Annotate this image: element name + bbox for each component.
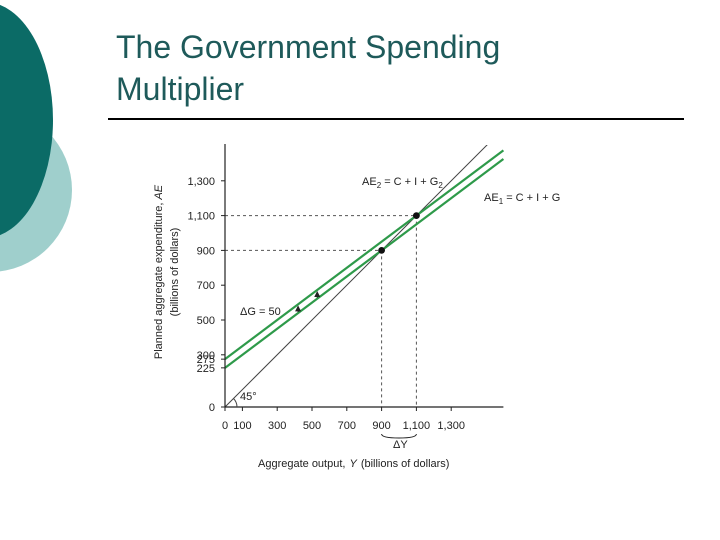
x-tick-label: 0 [222,420,228,432]
y-axis-label-prefix: Planned aggregate expenditure, [153,203,165,360]
angle-45-arc [233,398,238,408]
line-45-degree [225,145,488,407]
ae2-sub: 2 [377,181,382,190]
ae1-eq: = C + I + G [503,192,560,204]
delta-y-bracket [381,433,417,439]
ae2-label: AE2 = C + I + G2 [362,176,443,190]
equilibrium-point-1 [378,247,385,254]
y-tick-label: 0 [209,402,215,414]
ae1-line [225,158,505,369]
delta-y-symbol: Δ [393,439,401,451]
delta-y-label: ΔY [393,439,408,451]
y-tick-label: 700 [197,280,215,292]
tick-labels: 0 100 300 500 700 900 1,100 1,30002252753005007… [187,176,464,432]
y-tick-label: 900 [197,245,215,257]
x-tick-label: 700 [338,420,356,432]
ae1-sub: 1 [499,197,504,206]
decorative-circles [0,4,72,272]
ae1-main: AE [484,192,499,204]
delta-g-label: ΔG = 50 [240,306,281,318]
series-layer [225,145,505,407]
y-axis-label-var: AE [153,184,165,200]
title-line-1: The Government Spending [116,29,501,65]
y-tick-label: 1,100 [187,211,215,223]
ae2-eq: = C + I + G [381,176,438,188]
y-tick-label: 275 [197,354,215,366]
x-tick-label: 1,300 [437,420,465,432]
slide-title: The Government Spending Multiplier [116,26,636,110]
guide-lines [225,215,417,407]
dark-teal-circle [0,4,53,236]
delta-g-symbol: Δ [240,306,248,318]
y-axis-label: Planned aggregate expenditure, AE [153,184,165,359]
x-axis-label-var: Y [349,458,357,470]
ae2-line [225,149,505,361]
x-tick-label: 1,100 [403,420,431,432]
equilibrium-points [233,212,420,439]
x-axis-label-prefix: Aggregate output, [258,458,345,470]
y-tick-label: 1,300 [187,176,215,188]
y-tick-label: 225 [197,363,215,375]
equilibrium-point-2 [413,212,420,219]
x-tick-label: 100 [233,420,251,432]
x-tick-label: 500 [303,420,321,432]
multiplier-chart: 0 100 300 500 700 900 1,100 1,30002252753005007… [153,144,560,470]
x-tick-label: 300 [268,420,286,432]
x-axis-label-suffix: (billions of dollars) [361,458,450,470]
y-axis-label-units: (billions of dollars) [169,228,181,317]
angle-45-label: 45° [240,391,257,403]
ae2-eq-sub: 2 [438,181,443,190]
x-axis-label: Aggregate output, Y (billions of dollars) [258,458,449,470]
y-tick-label: 300 [197,350,215,362]
ae1-label: AE1 = C + I + G1 [484,192,560,206]
ae2-main: AE [362,176,377,188]
axes [224,144,504,408]
title-divider [108,118,684,120]
delta-y-text: Y [400,439,408,451]
delta-g-text: G = 50 [247,306,280,318]
y-tick-label: 500 [197,315,215,327]
title-line-2: Multiplier [116,71,245,107]
x-tick-label: 900 [372,420,390,432]
